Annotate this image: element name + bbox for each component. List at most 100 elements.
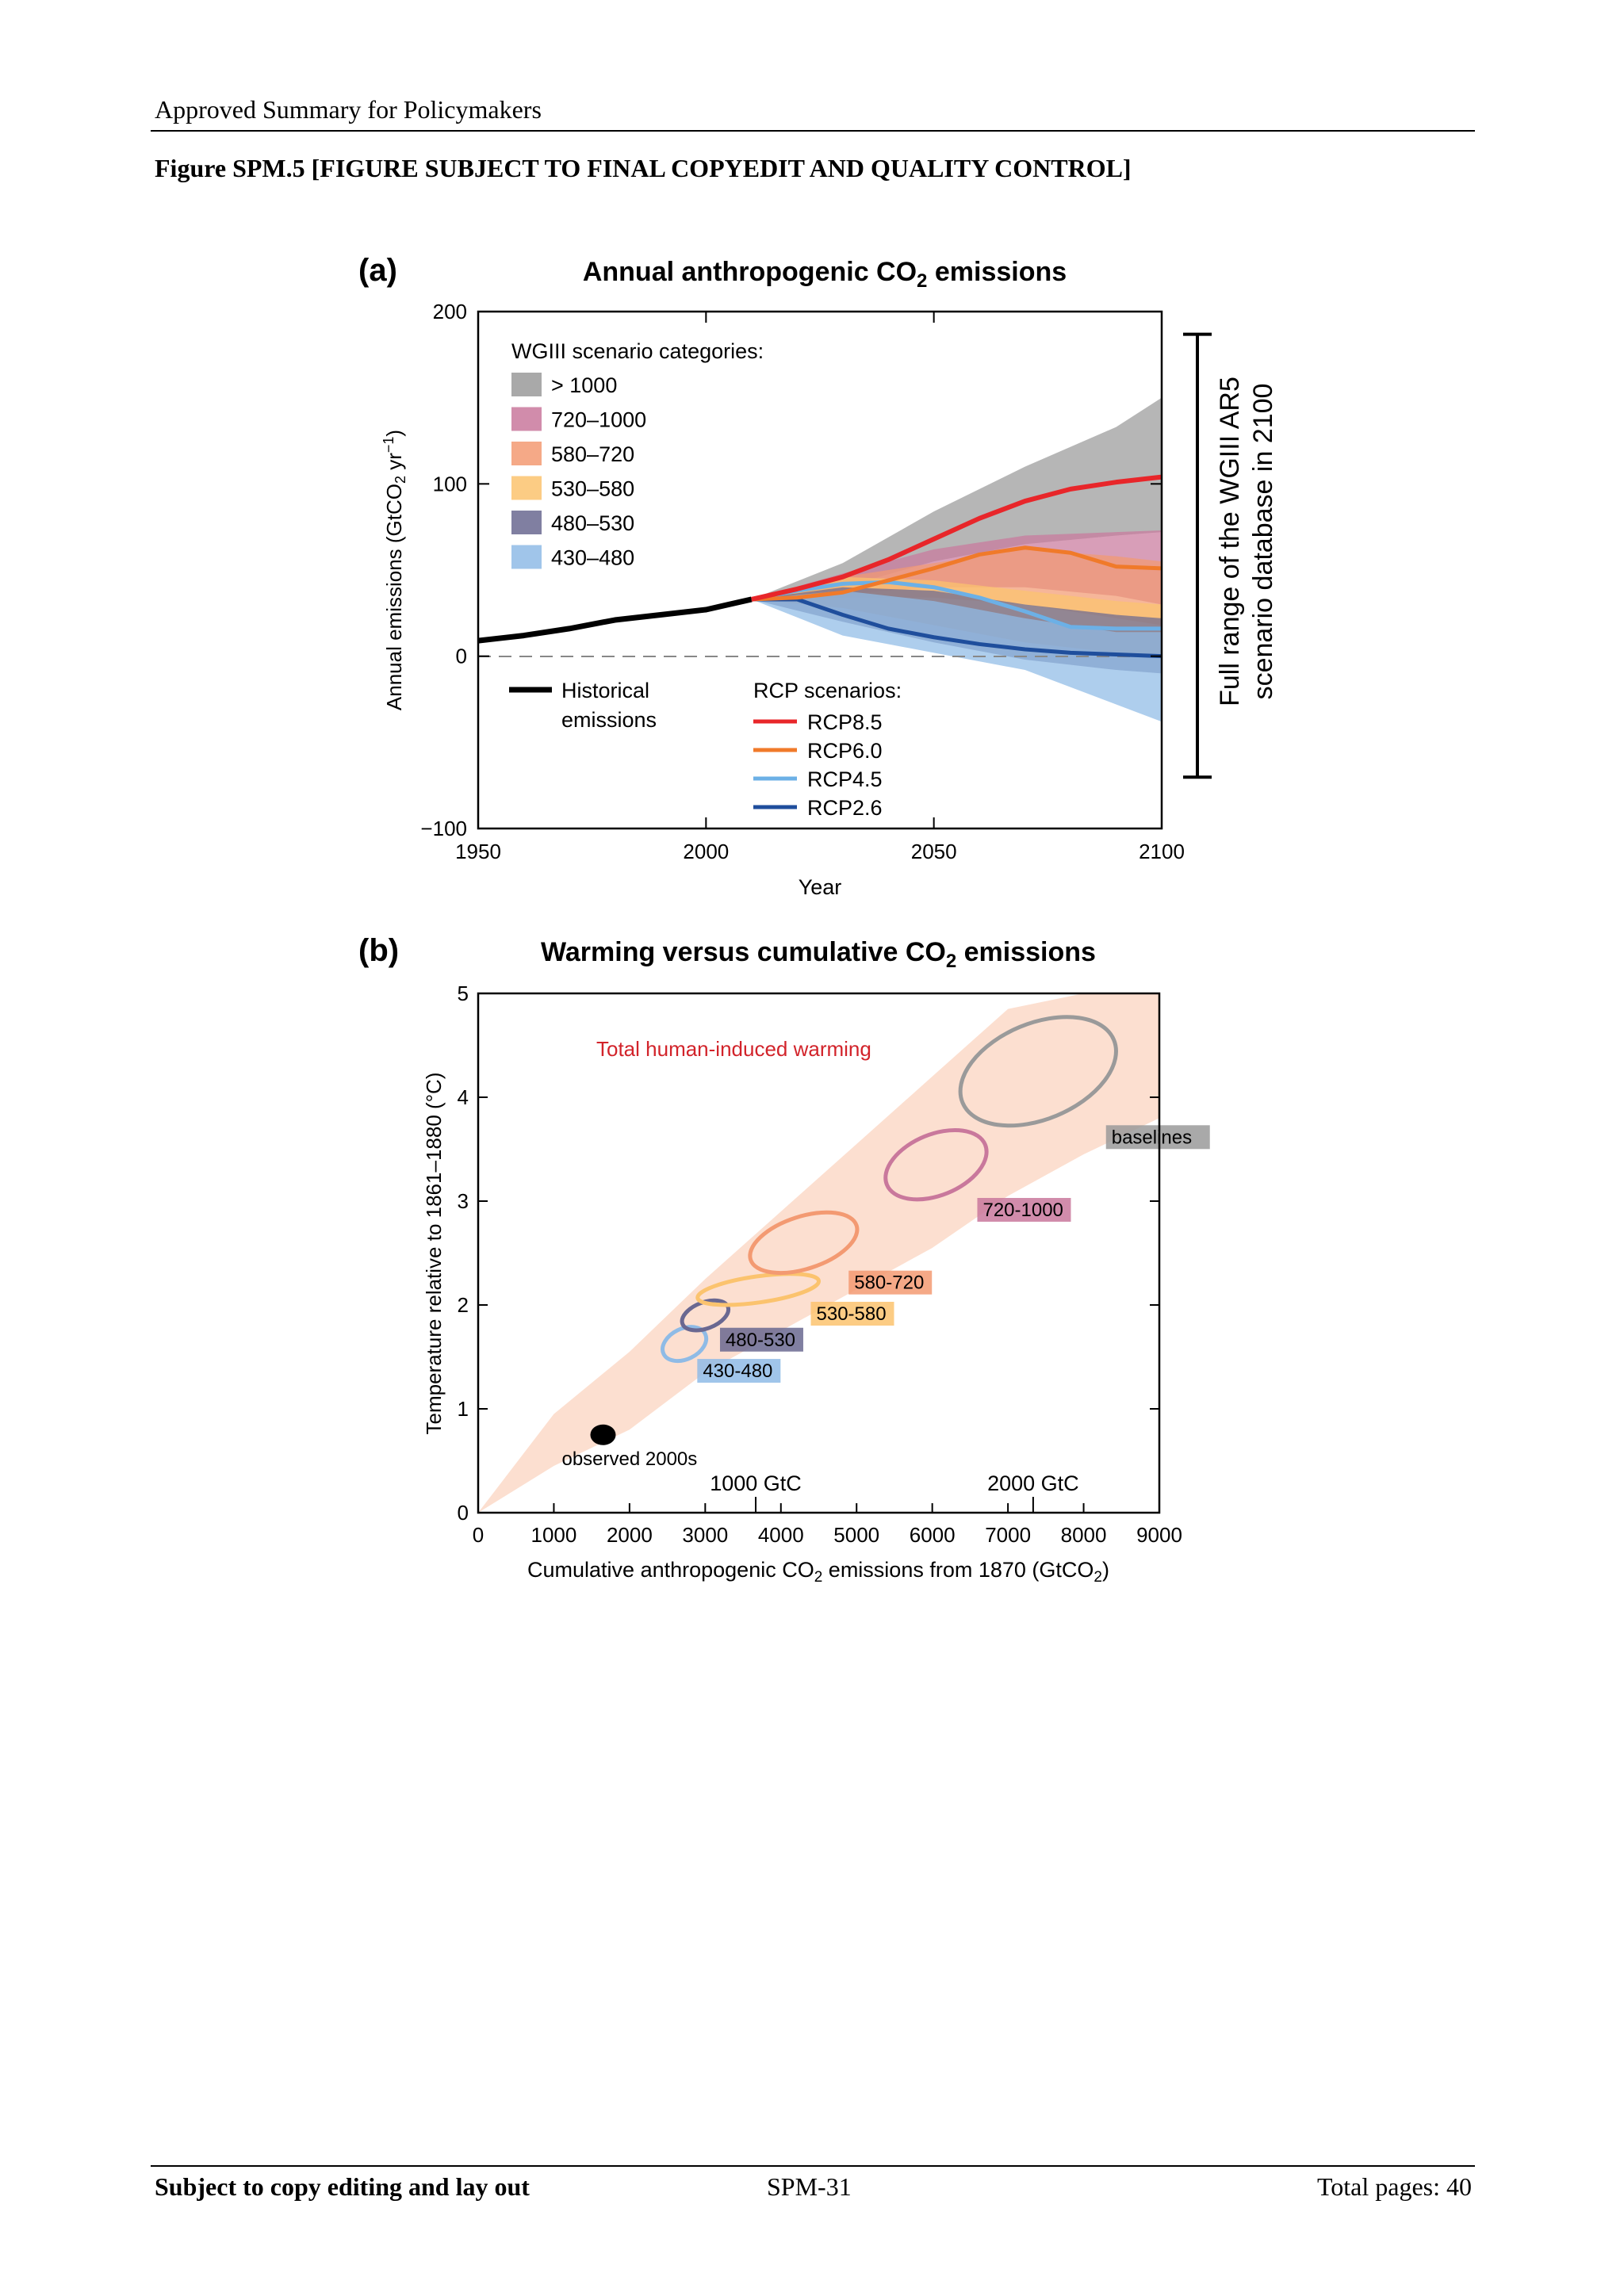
emission-series bbox=[477, 474, 1162, 659]
y-tick-label: −100 bbox=[420, 817, 467, 840]
footer-total-pages: Total pages: 40 bbox=[1316, 2172, 1472, 2201]
y-tick-label: 0 bbox=[456, 645, 467, 668]
panel-a-frame bbox=[477, 310, 1163, 830]
x-tick-label: 8000 bbox=[1061, 1523, 1107, 1547]
ellipse-baselines bbox=[958, 1015, 1118, 1128]
y-tick-label: 1 bbox=[458, 1397, 469, 1421]
legend-swatch-480-530 bbox=[511, 511, 542, 534]
historical-legend-label-2: emissions bbox=[561, 708, 657, 732]
y-tick-label: 4 bbox=[458, 1085, 469, 1109]
panel-a-axes: 1950 2000 2050 2100 −100 0 100 200 bbox=[420, 300, 1185, 863]
legend-label-580-720: 580–720 bbox=[551, 442, 634, 466]
range-1000 bbox=[751, 397, 1162, 599]
series-rcp2-6 bbox=[751, 597, 1162, 659]
ellipse-720-1000 bbox=[883, 1127, 989, 1202]
y-tick-label: 2 bbox=[458, 1293, 469, 1317]
rcp-legend-label-rcp8-5: RCP8.5 bbox=[807, 710, 883, 734]
ellipse-label-720-1000: 720-1000 bbox=[982, 1200, 1063, 1221]
x-tick-label: 6000 bbox=[910, 1523, 956, 1547]
ellipse-label-bg-530-580 bbox=[810, 1302, 894, 1326]
gtc-label-2000-gtc: 2000 GtC bbox=[987, 1471, 1079, 1495]
legend-label-480-530: 480–530 bbox=[551, 511, 634, 535]
panel-a-xlabel: Year bbox=[799, 875, 842, 899]
footer-left: Subject to copy editing and lay out bbox=[155, 2172, 530, 2201]
ellipse-label-530-580: 530-580 bbox=[817, 1303, 887, 1325]
x-tick-label: 1000 bbox=[531, 1523, 577, 1547]
gtc-label-1000-gtc: 1000 GtC bbox=[710, 1471, 802, 1495]
legend-label-430-480: 430–480 bbox=[551, 546, 634, 570]
historical-line bbox=[477, 596, 753, 644]
footer-page-number: SPM-31 bbox=[767, 2172, 852, 2201]
ellipse-label-480-530: 480-530 bbox=[726, 1330, 795, 1351]
x-tick-label: 2100 bbox=[1139, 840, 1185, 863]
y-tick-label: 200 bbox=[433, 300, 467, 323]
legend-swatch-720-1000 bbox=[511, 407, 542, 431]
x-tick-label: 1950 bbox=[455, 840, 501, 863]
panel-b-frame bbox=[477, 992, 1161, 1514]
full-range-label-1: Full range of the WGIII AR5 bbox=[1215, 377, 1245, 706]
category-legend: > 1000 720–1000 580–720 530–580 480–530 430–4… bbox=[511, 373, 646, 570]
rcp-legend: RCP8.5 RCP6.0 RCP4.5 RCP2.6 bbox=[753, 710, 883, 820]
panel-a: (a) Annual anthropogenic CO2 emissions 1… bbox=[358, 253, 1278, 899]
legend-label-530-580: 530–580 bbox=[551, 477, 634, 501]
series-rcp4-5 bbox=[751, 580, 1162, 631]
ellipse-label-baselines: baselines bbox=[1112, 1127, 1192, 1148]
ellipse-label-bg-480-530 bbox=[719, 1327, 803, 1352]
panel-b-xlabel: Cumulative anthropogenic CO2 emissions f… bbox=[527, 1558, 1109, 1586]
figure-title: Figure SPM.5 [FIGURE SUBJECT TO FINAL CO… bbox=[155, 154, 1132, 182]
panel-b-title: Warming versus cumulative CO2 emissions bbox=[541, 937, 1096, 972]
ellipse-430-480 bbox=[661, 1325, 709, 1364]
band-label: Total human-induced warming bbox=[596, 1037, 871, 1061]
historical-legend-label-1: Historical bbox=[561, 679, 649, 702]
ellipse-label-580-720: 580-720 bbox=[854, 1272, 924, 1294]
x-tick-label: 2000 bbox=[683, 840, 729, 863]
x-tick-label: 7000 bbox=[985, 1523, 1031, 1547]
rcp-legend-label-rcp4-5: RCP4.5 bbox=[807, 767, 883, 791]
panel-b-axes: 0 1000 2000 3000 4000 5000 6000 7000 8000 9000 0 1 2… bbox=[458, 982, 1182, 1547]
full-range-label-2: scenario database in 2100 bbox=[1248, 384, 1278, 700]
legend-swatch-1000 bbox=[511, 373, 542, 396]
observed-marker bbox=[590, 1424, 616, 1445]
x-tick-label: 2000 bbox=[607, 1523, 653, 1547]
footer-rule bbox=[151, 2165, 1475, 2167]
y-tick-label: 5 bbox=[458, 982, 469, 1005]
rcp-legend-label-rcp6-0: RCP6.0 bbox=[807, 739, 883, 763]
rcp-legend-label-rcp2-6: RCP2.6 bbox=[807, 796, 883, 820]
category-legend-title: WGIII scenario categories: bbox=[511, 339, 764, 363]
series-rcp6-0 bbox=[751, 545, 1162, 602]
x-tick-label: 5000 bbox=[833, 1523, 879, 1547]
ellipse-label-bg-720-1000 bbox=[977, 1198, 1071, 1222]
running-header: Approved Summary for Policymakers bbox=[155, 95, 542, 124]
y-tick-label: 0 bbox=[458, 1501, 469, 1525]
x-tick-label: 9000 bbox=[1136, 1523, 1182, 1547]
panel-b-ylabel: Temperature relative to 1861–1880 (°C) bbox=[422, 1073, 446, 1435]
ellipse-label-bg-580-720 bbox=[848, 1270, 933, 1295]
ellipse-580-720 bbox=[748, 1210, 860, 1276]
panel-b-label: (b) bbox=[358, 933, 399, 968]
legend-swatch-580-720 bbox=[511, 442, 542, 465]
ellipse-530-580 bbox=[695, 1272, 822, 1307]
panel-b: (b) Warming versus cumulative CO2 emissi… bbox=[358, 933, 1210, 1586]
y-tick-label: 100 bbox=[433, 472, 467, 496]
ellipse-label-bg-baselines bbox=[1105, 1125, 1210, 1150]
rcp-legend-title: RCP scenarios: bbox=[753, 679, 902, 702]
legend-swatch-530-580 bbox=[511, 476, 542, 500]
x-tick-label: 4000 bbox=[758, 1523, 804, 1547]
panel-a-title: Annual anthropogenic CO2 emissions bbox=[583, 257, 1067, 292]
x-tick-label: 0 bbox=[473, 1523, 484, 1547]
y-tick-label: 3 bbox=[458, 1189, 469, 1213]
x-tick-label: 3000 bbox=[682, 1523, 728, 1547]
legend-swatch-430-480 bbox=[511, 545, 542, 569]
ellipse-label-430-480: 430-480 bbox=[703, 1360, 772, 1382]
full-range-bracket bbox=[1183, 332, 1212, 779]
x-tick-label: 2050 bbox=[911, 840, 957, 863]
scenario-ellipses: 430-480 480-530 530-580 580-720 720-1000 base… bbox=[661, 1015, 1210, 1383]
warming-band bbox=[478, 993, 1159, 1513]
legend-label-720-1000: 720–1000 bbox=[551, 408, 646, 432]
observed-point: observed 2000s bbox=[561, 1424, 697, 1470]
header-rule bbox=[151, 130, 1475, 132]
panel-a-ylabel: Annual emissions (GtCO2 yr−1) bbox=[381, 430, 408, 710]
observed-label: observed 2000s bbox=[561, 1448, 697, 1470]
ellipse-label-bg-430-480 bbox=[697, 1359, 781, 1383]
